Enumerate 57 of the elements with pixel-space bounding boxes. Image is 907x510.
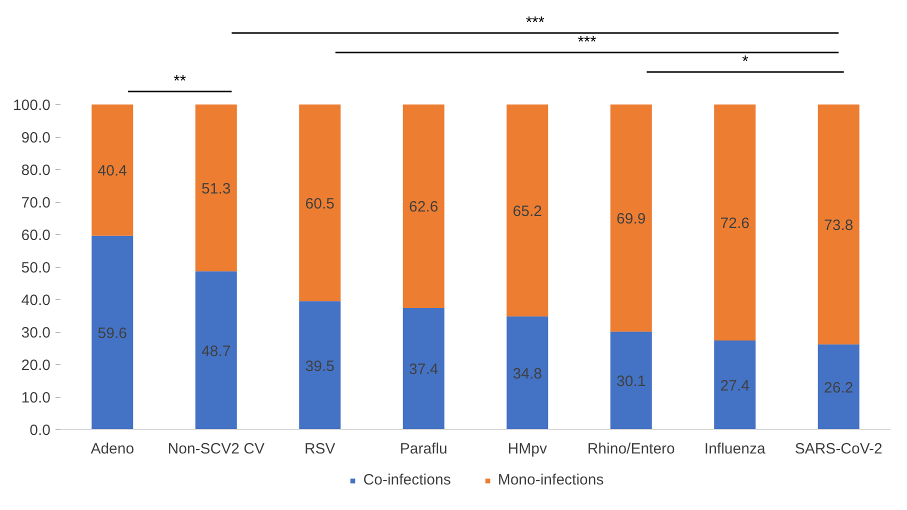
data-label: 69.9 [616, 210, 646, 228]
y-tick-label: 90.0 [21, 130, 51, 146]
data-label: 30.1 [616, 373, 646, 390]
y-tick-label: 60.0 [21, 227, 51, 244]
bar [402, 308, 444, 430]
data-label: 73.8 [824, 216, 854, 234]
data-label: 34.8 [512, 365, 542, 382]
bar [506, 104, 548, 316]
data-label: 72.6 [720, 214, 750, 232]
bar [92, 104, 134, 236]
bar [92, 236, 134, 430]
data-label: 26.2 [824, 379, 854, 396]
text: *** [578, 34, 596, 51]
x-tick-label: SARS-CoV-2 [794, 440, 882, 458]
bar [299, 301, 341, 430]
y-tick-label: 70.0 [21, 194, 51, 212]
bar [506, 316, 548, 430]
data-label: 51.3 [202, 180, 231, 198]
data-label: 48.7 [202, 342, 231, 360]
data-label: 60.5 [305, 195, 334, 212]
bar [610, 332, 652, 430]
y-tick-label: 50.0 [21, 260, 51, 276]
x-tick-label: RSV [304, 440, 336, 458]
y-tick-label: 100.0 [12, 97, 51, 114]
y-tick-label: 20.0 [21, 357, 51, 374]
text: * [742, 53, 748, 70]
legend-label: Co-infections [363, 472, 451, 488]
bar [299, 104, 341, 302]
bar [195, 271, 237, 430]
y-tick-label: 10.0 [21, 390, 51, 406]
bar [818, 344, 860, 430]
bar [402, 104, 444, 308]
data-label: 65.2 [512, 202, 542, 220]
text: *** [526, 14, 545, 32]
x-tick-label: Non-SCV2 CV [168, 440, 264, 458]
data-label: 59.6 [98, 325, 127, 342]
bar [714, 340, 756, 430]
y-tick-label: 80.0 [21, 162, 51, 179]
bar [195, 104, 237, 272]
legend-label: Mono-infections [498, 472, 604, 488]
x-tick-label: Adeno [90, 440, 134, 458]
data-label: 37.4 [409, 361, 438, 378]
y-tick-label: 0.0 [30, 422, 51, 439]
y-tick-label: 30.0 [21, 324, 51, 342]
x-tick-label: Rhino/Entero [587, 440, 675, 458]
data-label: 27.4 [720, 377, 750, 394]
data-label: 39.5 [305, 358, 334, 375]
bar [610, 104, 652, 332]
bar [714, 104, 756, 340]
data-label: 40.4 [98, 162, 127, 180]
y-tick-label: 40.0 [21, 292, 51, 309]
x-tick-label: Influenza [704, 440, 766, 458]
text: ** [174, 72, 186, 90]
x-tick-label: Paraflu [400, 440, 448, 458]
bar [818, 104, 860, 344]
x-tick-label: HMpv [508, 440, 548, 458]
data-label: 62.6 [409, 198, 438, 216]
